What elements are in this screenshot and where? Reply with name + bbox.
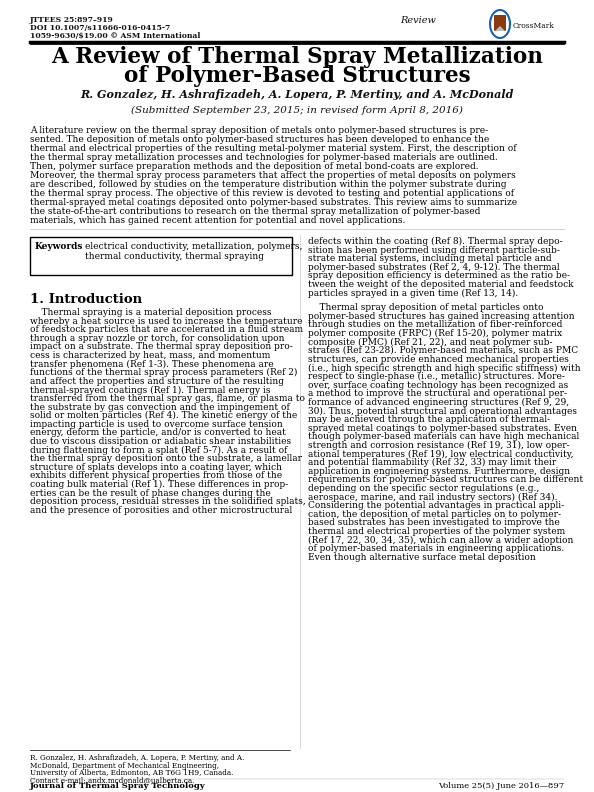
Text: Journal of Thermal Spray Technology: Journal of Thermal Spray Technology: [30, 782, 206, 790]
Text: depending on the specific sector regulations (e.g.,: depending on the specific sector regulat…: [308, 484, 539, 493]
Text: though polymer-based materials can have high mechanical: though polymer-based materials can have …: [308, 432, 579, 441]
Ellipse shape: [490, 10, 510, 38]
Text: based substrates has been investigated to improve the: based substrates has been investigated t…: [308, 518, 560, 527]
Text: (i.e., high specific strength and high specific stiffness) with: (i.e., high specific strength and high s…: [308, 364, 580, 372]
Text: Volume 25(5) June 2016—897: Volume 25(5) June 2016—897: [438, 782, 564, 790]
Text: respect to single-phase (i.e., metallic) structures. More-: respect to single-phase (i.e., metallic)…: [308, 372, 565, 381]
Text: thermal-sprayed metal coatings deposited onto polymer-based substrates. This rev: thermal-sprayed metal coatings deposited…: [30, 198, 517, 207]
Text: JTTEES 25:897–919: JTTEES 25:897–919: [30, 16, 113, 24]
Text: aerospace, marine, and rail industry sectors) (Ref 34).: aerospace, marine, and rail industry sec…: [308, 493, 558, 501]
Text: University of Alberta, Edmonton, AB T6G 1H9, Canada.: University of Alberta, Edmonton, AB T6G …: [30, 769, 233, 777]
Text: thermal and electrical properties of the resulting metal-polymer material system: thermal and electrical properties of the…: [30, 144, 517, 153]
Text: defects within the coating (Ref 8). Thermal spray depo-: defects within the coating (Ref 8). Ther…: [308, 237, 563, 246]
Polygon shape: [495, 26, 505, 31]
Text: impacting particle is used to overcome surface tension: impacting particle is used to overcome s…: [30, 420, 283, 428]
Text: (Submitted September 23, 2015; in revised form April 8, 2016): (Submitted September 23, 2015; in revise…: [131, 105, 463, 115]
Text: CrossMark: CrossMark: [513, 22, 555, 30]
Text: Moreover, the thermal spray process parameters that affect the properties of met: Moreover, the thermal spray process para…: [30, 171, 516, 180]
Text: tween the weight of the deposited material and feedstock: tween the weight of the deposited materi…: [308, 280, 574, 289]
Text: coating bulk material (Ref 1). These differences in prop-: coating bulk material (Ref 1). These dif…: [30, 480, 288, 489]
Text: 1059-9630/$19.00 © ASM International: 1059-9630/$19.00 © ASM International: [30, 32, 200, 40]
Text: deposition process, residual stresses in the solidified splats,: deposition process, residual stresses in…: [30, 497, 306, 506]
Text: sprayed metal coatings to polymer-based substrates. Even: sprayed metal coatings to polymer-based …: [308, 424, 577, 432]
Text: 30). Thus, potential structural and operational advantages: 30). Thus, potential structural and oper…: [308, 406, 577, 416]
Text: solid or molten particles (Ref 4). The kinetic energy of the: solid or molten particles (Ref 4). The k…: [30, 411, 297, 421]
Text: sition has been performed using different particle-sub-: sition has been performed using differen…: [308, 246, 560, 254]
Text: energy, deform the particle, and/or is converted to heat: energy, deform the particle, and/or is c…: [30, 428, 286, 437]
Text: spray deposition efficiency is determined as the ratio be-: spray deposition efficiency is determine…: [308, 272, 570, 280]
Text: erties can be the result of phase changes during the: erties can be the result of phase change…: [30, 489, 271, 497]
Text: and potential flammability (Ref 32, 33) may limit their: and potential flammability (Ref 32, 33) …: [308, 458, 556, 467]
Text: R. Gonzalez, H. Ashrafizadeh, A. Lopera, P. Mertiny, and A. McDonald: R. Gonzalez, H. Ashrafizadeh, A. Lopera,…: [80, 89, 514, 100]
Text: and affect the properties and structure of the resulting: and affect the properties and structure …: [30, 377, 284, 386]
Text: ational temperatures (Ref 19), low electrical conductivity,: ational temperatures (Ref 19), low elect…: [308, 449, 573, 459]
Text: the thermal spray deposition onto the substrate, a lamellar: the thermal spray deposition onto the su…: [30, 454, 302, 463]
FancyBboxPatch shape: [494, 15, 506, 31]
Text: Even though alternative surface metal deposition: Even though alternative surface metal de…: [308, 553, 536, 562]
Text: Considering the potential advantages in practical appli-: Considering the potential advantages in …: [308, 501, 564, 510]
Text: the thermal spray process. The objective of this review is devoted to testing an: the thermal spray process. The objective…: [30, 189, 514, 198]
Text: strate material systems, including metal particle and: strate material systems, including metal…: [308, 254, 552, 263]
Text: sented. The deposition of metals onto polymer-based structures has been develope: sented. The deposition of metals onto po…: [30, 135, 489, 144]
Text: McDonald, Department of Mechanical Engineering,: McDonald, Department of Mechanical Engin…: [30, 761, 219, 770]
Text: structures, can provide enhanced mechanical properties: structures, can provide enhanced mechani…: [308, 355, 569, 364]
Text: are described, followed by studies on the temperature distribution within the po: are described, followed by studies on th…: [30, 180, 507, 189]
Text: Review: Review: [400, 16, 436, 25]
Text: Keywords: Keywords: [35, 242, 83, 251]
Text: whereby a heat source is used to increase the temperature: whereby a heat source is used to increas…: [30, 317, 302, 326]
Text: polymer-based structures has gained increasing attention: polymer-based structures has gained incr…: [308, 312, 574, 321]
Text: electrical conductivity, metallization, polymers,
thermal conductivity, thermal : electrical conductivity, metallization, …: [85, 242, 302, 261]
Text: strates (Ref 23-28). Polymer-based materials, such as PMC: strates (Ref 23-28). Polymer-based mater…: [308, 346, 578, 356]
Text: formance of advanced engineering structures (Ref 9, 29,: formance of advanced engineering structu…: [308, 398, 569, 407]
FancyBboxPatch shape: [30, 237, 292, 275]
Text: the substrate by gas convection and the impingement of: the substrate by gas convection and the …: [30, 402, 290, 412]
Text: Contact e-mail: andx.mcdonald@ualberta.ca.: Contact e-mail: andx.mcdonald@ualberta.c…: [30, 776, 194, 785]
Text: a method to improve the structural and operational per-: a method to improve the structural and o…: [308, 389, 567, 398]
Text: Then, polymer surface preparation methods and the deposition of metal bond-coats: Then, polymer surface preparation method…: [30, 162, 479, 171]
Text: through studies on the metallization of fiber-reinforced: through studies on the metallization of …: [308, 321, 563, 329]
Text: functions of the thermal spray process parameters (Ref 2): functions of the thermal spray process p…: [30, 368, 298, 377]
Text: Thermal spraying is a material deposition process: Thermal spraying is a material depositio…: [30, 308, 271, 317]
Text: Thermal spray deposition of metal particles onto: Thermal spray deposition of metal partic…: [308, 303, 544, 312]
Text: composite (PMC) (Ref 21, 22), and neat polymer sub-: composite (PMC) (Ref 21, 22), and neat p…: [308, 337, 552, 347]
Text: over, surface coating technology has been recognized as: over, surface coating technology has bee…: [308, 381, 568, 390]
Text: polymer composite (FRPC) (Ref 15-20), polymer matrix: polymer composite (FRPC) (Ref 15-20), po…: [308, 329, 562, 338]
Text: (Ref 17, 22, 30, 34, 35), which can allow a wider adoption: (Ref 17, 22, 30, 34, 35), which can allo…: [308, 535, 573, 545]
Text: during flattening to form a splat (Ref 5-7). As a result of: during flattening to form a splat (Ref 5…: [30, 446, 287, 455]
Text: transferred from the thermal spray gas, flame, or plasma to: transferred from the thermal spray gas, …: [30, 394, 305, 403]
Text: A Review of Thermal Spray Metallization: A Review of Thermal Spray Metallization: [51, 46, 543, 68]
Text: of polymer-based materials in engineering applications.: of polymer-based materials in engineerin…: [308, 544, 564, 553]
Text: requirements for polymer-based structures can be different: requirements for polymer-based structure…: [308, 475, 583, 484]
Text: DOI 10.1007/s11666-016-0415-7: DOI 10.1007/s11666-016-0415-7: [30, 24, 170, 32]
Text: through a spray nozzle or torch, for consolidation upon: through a spray nozzle or torch, for con…: [30, 333, 285, 343]
Text: cess is characterized by heat, mass, and momentum: cess is characterized by heat, mass, and…: [30, 351, 270, 360]
Text: A literature review on the thermal spray deposition of metals onto polymer-based: A literature review on the thermal spray…: [30, 126, 488, 135]
Text: cation, the deposition of metal particles on to polymer-: cation, the deposition of metal particle…: [308, 509, 561, 519]
Text: due to viscous dissipation or adiabatic shear instabilities: due to viscous dissipation or adiabatic …: [30, 437, 291, 446]
Text: the state-of-the-art contributions to research on the thermal spray metallizatio: the state-of-the-art contributions to re…: [30, 207, 481, 216]
Text: of feedstock particles that are accelerated in a fluid stream: of feedstock particles that are accelera…: [30, 326, 303, 334]
Text: transfer phenomena (Ref 1-3). These phenomena are: transfer phenomena (Ref 1-3). These phen…: [30, 360, 274, 369]
Text: application in engineering systems. Furthermore, design: application in engineering systems. Furt…: [308, 466, 570, 476]
Text: thermal and electrical properties of the polymer system: thermal and electrical properties of the…: [308, 527, 565, 536]
Text: exhibits different physical properties from those of the: exhibits different physical properties f…: [30, 471, 282, 481]
Text: impact on a substrate. The thermal spray deposition pro-: impact on a substrate. The thermal spray…: [30, 342, 293, 352]
Text: of Polymer-Based Structures: of Polymer-Based Structures: [124, 65, 470, 87]
Text: the thermal spray metallization processes and technologies for polymer-based mat: the thermal spray metallization processe…: [30, 153, 498, 162]
Text: particles sprayed in a given time (Ref 13, 14).: particles sprayed in a given time (Ref 1…: [308, 288, 518, 298]
Text: materials, which has gained recent attention for potential and novel application: materials, which has gained recent atten…: [30, 216, 405, 225]
Text: and the presence of porosities and other microstructural: and the presence of porosities and other…: [30, 506, 292, 515]
Text: 1. Introduction: 1. Introduction: [30, 293, 142, 306]
Text: may be achieved through the application of thermal-: may be achieved through the application …: [308, 415, 550, 424]
Text: thermal-sprayed coatings (Ref 1). Thermal energy is: thermal-sprayed coatings (Ref 1). Therma…: [30, 386, 270, 394]
Text: strength and corrosion resistance (Ref 19, 31), low oper-: strength and corrosion resistance (Ref 1…: [308, 441, 570, 450]
Text: polymer-based substrates (Ref 2, 4, 9-12). The thermal: polymer-based substrates (Ref 2, 4, 9-12…: [308, 263, 560, 272]
Text: R. Gonzalez, H. Ashrafizadeh, A. Lopera, P. Mertiny, and A.: R. Gonzalez, H. Ashrafizadeh, A. Lopera,…: [30, 754, 244, 762]
Text: structure of splats develops into a coating layer, which: structure of splats develops into a coat…: [30, 463, 282, 472]
